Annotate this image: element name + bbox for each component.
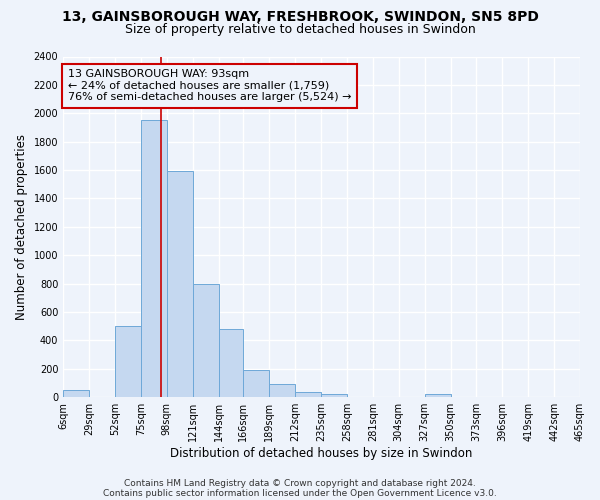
Bar <box>193 284 218 397</box>
Y-axis label: Number of detached properties: Number of detached properties <box>15 134 28 320</box>
Bar <box>295 392 321 397</box>
Bar <box>167 172 193 397</box>
Bar <box>218 329 244 397</box>
Bar <box>244 370 269 397</box>
Bar <box>321 394 347 397</box>
Text: 13, GAINSBOROUGH WAY, FRESHBROOK, SWINDON, SN5 8PD: 13, GAINSBOROUGH WAY, FRESHBROOK, SWINDO… <box>62 10 538 24</box>
Bar <box>425 394 451 397</box>
Text: 13 GAINSBOROUGH WAY: 93sqm
← 24% of detached houses are smaller (1,759)
76% of s: 13 GAINSBOROUGH WAY: 93sqm ← 24% of deta… <box>68 70 351 102</box>
Bar <box>269 384 295 397</box>
Bar <box>115 326 141 397</box>
Text: Contains HM Land Registry data © Crown copyright and database right 2024.: Contains HM Land Registry data © Crown c… <box>124 478 476 488</box>
Bar <box>141 120 167 397</box>
X-axis label: Distribution of detached houses by size in Swindon: Distribution of detached houses by size … <box>170 447 473 460</box>
Text: Size of property relative to detached houses in Swindon: Size of property relative to detached ho… <box>125 22 475 36</box>
Text: Contains public sector information licensed under the Open Government Licence v3: Contains public sector information licen… <box>103 488 497 498</box>
Bar <box>63 390 89 397</box>
